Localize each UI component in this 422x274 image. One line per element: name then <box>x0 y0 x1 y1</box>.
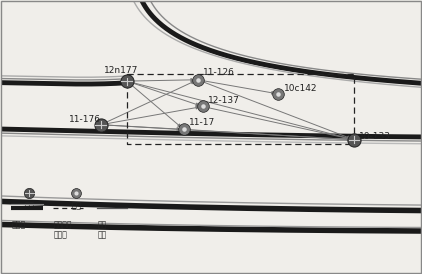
Text: 断层线: 断层线 <box>11 220 25 229</box>
Point <box>180 127 187 132</box>
Point <box>97 122 104 127</box>
Text: 油水
井对: 油水 井对 <box>97 220 107 239</box>
Text: 11-176: 11-176 <box>69 115 101 124</box>
Text: 10c142: 10c142 <box>284 84 318 93</box>
Point <box>73 191 80 195</box>
Point <box>199 104 206 109</box>
Text: 12n177: 12n177 <box>104 66 138 75</box>
Text: 12-137: 12-137 <box>208 96 240 105</box>
Point <box>199 104 206 109</box>
Text: 油井: 油井 <box>24 201 34 210</box>
Text: 水井: 水井 <box>71 201 81 210</box>
Text: 11-17: 11-17 <box>189 118 215 127</box>
Point <box>194 78 201 82</box>
Point <box>180 127 187 132</box>
Text: 分析单元
边界线: 分析单元 边界线 <box>53 220 72 239</box>
Point <box>124 79 130 83</box>
Text: 10-133: 10-133 <box>359 132 391 141</box>
Point <box>275 92 281 96</box>
Point <box>194 78 201 82</box>
Point <box>275 92 281 96</box>
Point <box>73 191 80 195</box>
Point <box>26 191 32 195</box>
Point <box>351 138 357 142</box>
Text: 11-126: 11-126 <box>203 68 235 77</box>
